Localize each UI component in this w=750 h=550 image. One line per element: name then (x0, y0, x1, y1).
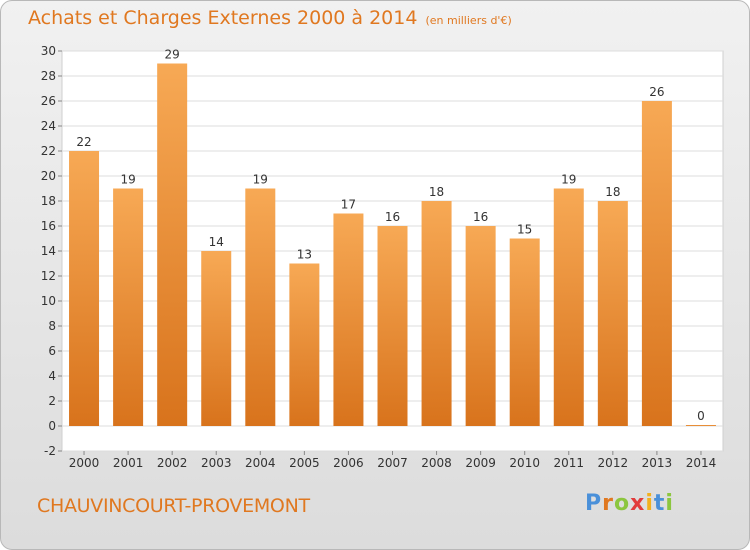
y-tick-label: 8 (48, 319, 56, 333)
chart-unit: (en milliers d'€) (425, 14, 512, 27)
bar[interactable] (333, 213, 364, 427)
x-tick-label: 2010 (509, 456, 540, 470)
x-tick-label: 2001 (113, 456, 144, 470)
y-tick-label: 24 (41, 119, 56, 133)
bar[interactable] (465, 226, 496, 426)
x-tick-label: 2013 (642, 456, 673, 470)
y-tick-label: 18 (41, 194, 56, 208)
data-label: 29 (165, 48, 180, 62)
data-label: 16 (473, 210, 488, 224)
bar[interactable] (113, 188, 144, 427)
y-tick-label: 2 (48, 394, 56, 408)
chart-title: Achats et Charges Externes 2000 à 2014 (28, 7, 418, 29)
bar[interactable] (685, 425, 716, 426)
data-label: 15 (517, 223, 532, 237)
x-tick-label: 2002 (157, 456, 188, 470)
bar[interactable] (201, 251, 232, 426)
data-label: 19 (561, 173, 576, 187)
y-tick-label: 22 (41, 144, 56, 158)
bar[interactable] (641, 101, 672, 426)
data-label: 0 (697, 409, 705, 423)
data-label: 17 (341, 198, 356, 212)
logo-letter: r (602, 491, 614, 516)
y-tick-label: 28 (41, 69, 56, 83)
proxiti-logo[interactable]: Proxiti (585, 491, 674, 516)
x-tick-label: 2007 (377, 456, 408, 470)
y-tick-label: 6 (48, 344, 56, 358)
y-tick-label: 10 (41, 294, 56, 308)
x-tick-label: 2008 (421, 456, 452, 470)
y-tick-label: 12 (41, 269, 56, 283)
logo-letter: o (613, 491, 631, 516)
y-tick-label: 26 (41, 94, 56, 108)
bar[interactable] (597, 201, 628, 426)
data-label: 19 (253, 173, 268, 187)
y-tick-label: 20 (41, 169, 56, 183)
x-tick-label: 2004 (245, 456, 276, 470)
bar[interactable] (509, 238, 540, 427)
data-label: 26 (649, 85, 664, 99)
bar[interactable] (289, 263, 320, 427)
data-label: 18 (429, 185, 444, 199)
bar[interactable] (377, 226, 408, 426)
bar[interactable] (421, 201, 452, 426)
x-tick-label: 2012 (598, 456, 629, 470)
data-label: 19 (120, 173, 135, 187)
y-tick-label: -2 (44, 444, 56, 458)
data-label: 16 (385, 210, 400, 224)
y-tick-label: 4 (48, 369, 56, 383)
x-tick-label: 2011 (553, 456, 584, 470)
x-tick-label: 2014 (686, 456, 717, 470)
x-tick-label: 2009 (465, 456, 496, 470)
bar[interactable] (245, 188, 276, 427)
x-tick-label: 2000 (69, 456, 100, 470)
data-label: 13 (297, 248, 312, 262)
y-tick-label: 16 (41, 219, 56, 233)
bars (69, 63, 716, 427)
x-tick-label: 2005 (289, 456, 320, 470)
data-label: 14 (209, 235, 224, 249)
x-tick-label: 2006 (333, 456, 364, 470)
data-label: 22 (76, 135, 91, 149)
title-row: Achats et Charges Externes 2000 à 2014 (e… (28, 7, 512, 29)
x-axis-ticks: 2000 2001 2002 2003 2004 2005 2006 2007 2008 2009… (69, 451, 716, 470)
data-label: 18 (605, 185, 620, 199)
logo-letter: i (665, 491, 674, 516)
bar[interactable] (69, 151, 100, 426)
logo-letter: t (653, 491, 666, 516)
y-tick-label: 30 (41, 44, 56, 58)
commune-name: CHAUVINCOURT-PROVEMONT (37, 495, 310, 517)
data-labels: 22 19 29 14 19 13 17 16 18 16 15 19 18 26 0 (76, 48, 704, 424)
logo-letter: x (630, 491, 646, 516)
logo-letter: i (645, 491, 654, 516)
x-tick-label: 2003 (201, 456, 232, 470)
logo-letter: P (585, 491, 603, 516)
bar[interactable] (157, 63, 188, 427)
y-tick-label: 14 (41, 244, 56, 258)
y-tick-label: 0 (48, 419, 56, 433)
bar[interactable] (553, 188, 584, 427)
